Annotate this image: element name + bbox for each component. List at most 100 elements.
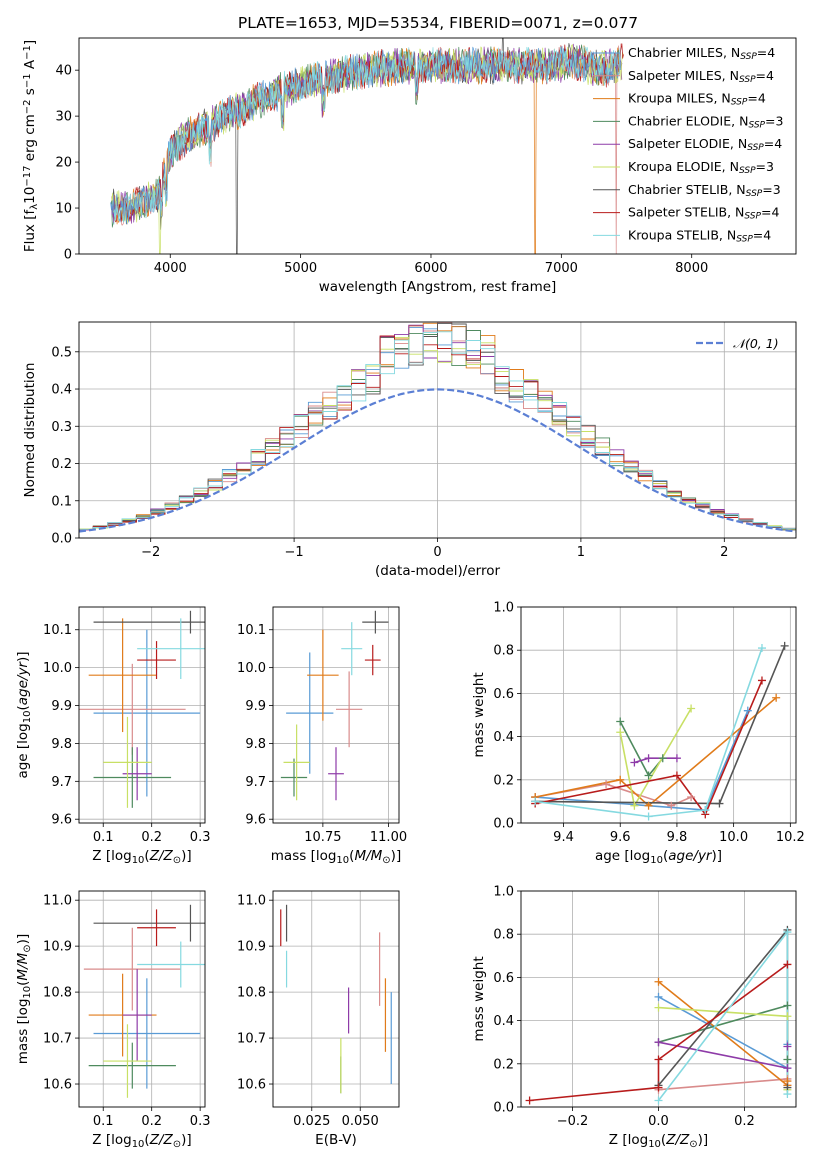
plot-area-mass_vs_EBV [280,904,392,1094]
y-tick-label: 0.4 [51,383,72,398]
errorbar-chabrier-miles [93,978,201,1089]
weight-line-kroupa-miles [657,981,789,1088]
y-tick-label: 20 [55,156,72,171]
y-tick-label: 0.0 [493,1101,514,1116]
y-tick-label: 0.6 [493,687,514,702]
x-axis-label: Z [log10(Z/Z⊙)] [609,1132,708,1150]
y-axis-label: mass [log10(M/M⊙)] [15,934,33,1064]
x-tick-label: 0.3 [190,830,211,845]
weight-marker-chabrier-stelib [780,641,789,650]
x-tick-label: −0.2 [557,1114,589,1129]
legend-label-chabrier-stelib: Chabrier STELIB, NSSP=3 [628,182,781,199]
histogram-kroupa-stelib [79,331,796,530]
y-axis-label: age [log10(age/yr)] [15,651,33,778]
plot-area-age_vs_mass [280,610,389,801]
errorbar-kroupa-miles [307,629,339,721]
weight-marker-chabrier-elodie [783,1001,792,1010]
weight-marker-chabrier-elodie [658,754,667,763]
y-tick-label: 9.8 [51,737,72,752]
panel-spectrum: 4000 5000 6000 7000 8000 0 10 20 30 40 wavelength … [22,37,797,295]
x-tick-label: 4000 [154,261,187,276]
errorbar-kroupa-miles [88,618,157,733]
plot-area-spectrum [110,38,624,254]
x-tick-label: −1 [285,545,304,560]
plot-area-weight_vs_age [535,645,786,818]
x-tick-label: 0.2 [734,1114,755,1129]
x-tick-label: 10.0 [719,830,748,845]
x-tick-label: 9.6 [610,830,631,845]
axes-frame [78,321,797,539]
y-tick-label: 1.0 [493,885,514,900]
y-tick-label: 0.8 [493,928,514,943]
weight-marker-chabrier-stelib [715,799,724,808]
errorbar-salpeter-miles [336,671,363,748]
y-axis-label: Normed distribution [22,363,38,498]
weight-marker-kroupa-miles [772,693,781,702]
y-tick-label: 0.5 [51,345,72,360]
x-tick-label: 5000 [284,261,317,276]
errorbar-chabrier-stelib [362,610,389,634]
errorbar-kroupa-stelib [137,941,205,988]
weight-marker-salpeter-stelib [525,1096,534,1105]
weight-marker-kroupa-stelib [701,806,710,815]
y-tick-label: 9.7 [51,775,72,790]
x-tick-label: −2 [141,545,160,560]
legend-label-kroupa-miles: Kroupa MILES, NSSP=4 [628,91,766,108]
legend-label-kroupa-stelib: Kroupa STELIB, NSSP=4 [628,227,771,244]
y-tick-label: 9.9 [51,699,72,714]
y-tick-label: 0.3 [51,420,72,435]
weight-marker-chabrier-elodie [616,717,625,726]
weight-marker-salpeter-elodie [644,754,653,763]
weight-marker-salpeter-stelib [672,771,681,780]
axes-frame [78,890,206,1108]
weight-marker-kroupa-stelib [654,1096,663,1105]
y-tick-label: 0.0 [51,532,72,547]
x-tick-label: 10.75 [304,830,341,845]
y-tick-label: 40 [55,64,72,79]
errorbar-salpeter-stelib [137,641,176,679]
histogram-chabrier-stelib [79,322,796,531]
y-tick-label: 0.2 [493,1057,514,1072]
weight-marker-kroupa-elodie [630,801,639,810]
errorbar-kroupa-elodie [103,1024,152,1098]
weight-marker-salpeter-stelib [783,960,792,969]
y-tick-label: 10.0 [43,661,72,676]
axes-frame [78,606,206,824]
errorbar-kroupa-elodie [283,724,310,801]
y-tick-label: 1.0 [493,601,514,616]
weight-marker-salpeter-elodie [630,758,639,767]
y-tick-label: 0.0 [493,817,514,832]
weight-marker-kroupa-stelib [757,644,766,653]
y-tick-label: 9.8 [245,737,266,752]
weight-line-kroupa-stelib [657,929,789,1101]
weight-line-kroupa-stelib [535,647,763,818]
x-tick-label: 0.2 [141,830,162,845]
weight-marker-salpeter-miles [687,793,696,802]
weight-line-kroupa-elodie [619,708,692,808]
errorbar-salpeter-stelib [137,909,176,947]
y-tick-label: 10.8 [43,986,72,1001]
axes-frame [520,890,797,1108]
x-tick-label: 0.3 [190,1114,211,1129]
weight-line-salpeter-stelib [529,963,788,1102]
x-tick-label: 9.4 [553,830,574,845]
panel-weight_vs_Z: −0.2 0.0 0.2 0.0 0.2 0.4 0.6 0.8 1.0 Z [log10(Z/Z… [471,885,797,1150]
y-tick-label: 9.6 [245,813,266,828]
panel-mass_vs_EBV: 0.025 0.050 10.6 10.7 10.8 10.9 11.0 E(B-V) [237,890,400,1148]
weight-marker-chabrier-miles [743,706,752,715]
weight-marker-kroupa-elodie [687,704,696,713]
y-tick-label: 9.7 [245,775,266,790]
weight-marker-salpeter-elodie [783,1064,792,1073]
weight-marker-kroupa-stelib [783,1090,792,1099]
x-tick-label: 8000 [675,261,708,276]
weight-marker-kroupa-miles [644,801,653,810]
weight-marker-kroupa-miles [654,977,663,986]
histogram-kroupa-elodie [79,336,796,530]
errorbar-kroupa-stelib [137,618,205,679]
x-axis-label: mass [log10(M/M⊙)] [271,848,401,866]
weight-marker-salpeter-miles [602,780,611,789]
axes-frame [78,37,797,255]
legend-label-kroupa-elodie: Kroupa ELODIE, NSSP=3 [628,159,774,176]
x-tick-label: 0.1 [93,1114,114,1129]
